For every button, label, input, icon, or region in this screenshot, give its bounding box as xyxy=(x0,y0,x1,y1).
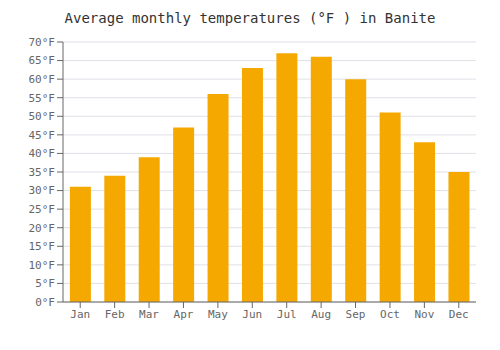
svg-text:70°F: 70°F xyxy=(29,36,56,49)
svg-text:35°F: 35°F xyxy=(29,166,56,179)
svg-text:55°F: 55°F xyxy=(29,92,56,105)
html-text:Average monthly temperatures (: Average monthly temperatures (°F ) in Ba… xyxy=(64,10,436,26)
svg-text:Feb: Feb xyxy=(105,308,125,321)
svg-text:Mar: Mar xyxy=(139,308,159,321)
svg-text:May: May xyxy=(208,308,228,321)
svg-text:25°F: 25°F xyxy=(29,203,56,216)
svg-text:Jul: Jul xyxy=(277,308,297,321)
svg-text:Sep: Sep xyxy=(346,308,366,321)
svg-text:Aug: Aug xyxy=(311,308,331,321)
svg-text:20°F: 20°F xyxy=(29,222,56,235)
svg-text:30°F: 30°F xyxy=(29,184,56,197)
svg-text:45°F: 45°F xyxy=(29,129,56,142)
svg-text:Oct: Oct xyxy=(380,308,400,321)
svg-text:65°F: 65°F xyxy=(29,54,56,67)
svg-text:15°F: 15°F xyxy=(29,240,56,253)
svg-text:Jan: Jan xyxy=(70,308,90,321)
svg-text:60°F: 60°F xyxy=(29,73,56,86)
svg-text:Nov: Nov xyxy=(414,308,434,321)
svg-text:50°F: 50°F xyxy=(29,110,56,123)
svg-text:40°F: 40°F xyxy=(29,147,56,160)
svg-text:10°F: 10°F xyxy=(29,259,56,272)
svg-text:Apr: Apr xyxy=(174,308,194,321)
svg-text:Jun: Jun xyxy=(242,308,262,321)
svg-text:5°F: 5°F xyxy=(35,277,55,290)
svg-text:0°F: 0°F xyxy=(35,296,55,309)
svg-text:Dec: Dec xyxy=(449,308,469,321)
